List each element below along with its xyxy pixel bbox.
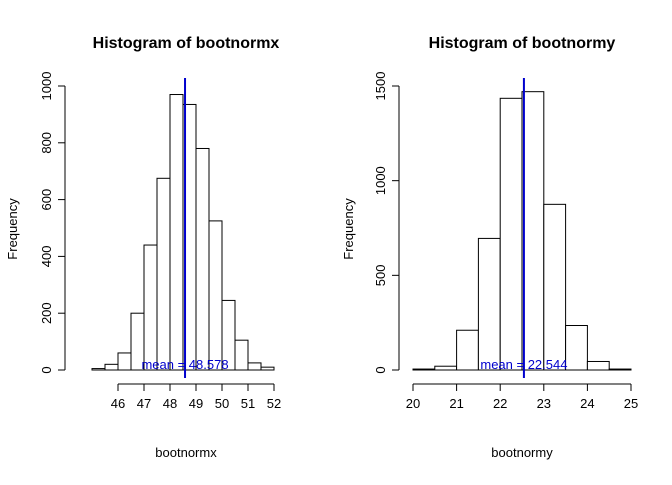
chart-title: Histogram of bootnormx xyxy=(93,35,280,52)
histogram-bar xyxy=(521,91,545,371)
x-tick-label: 25 xyxy=(624,396,638,411)
y-tick-label: 1000 xyxy=(373,166,388,195)
histogram-bar xyxy=(456,329,479,371)
x-axis-label: bootnormy xyxy=(491,445,553,460)
mean-label: mean = 48.578 xyxy=(141,357,228,372)
x-tick-label: 20 xyxy=(406,396,420,411)
y-tick-label: 200 xyxy=(39,302,54,324)
x-tick-label: 51 xyxy=(241,396,255,411)
x-tick-label: 48 xyxy=(163,396,177,411)
y-tick-label: 0 xyxy=(39,366,54,373)
histogram-bar xyxy=(247,362,262,371)
y-tick-label: 1000 xyxy=(39,72,54,101)
histogram-bar xyxy=(477,237,501,371)
x-tick-label: 22 xyxy=(493,396,507,411)
panel-bootnormy: Histogram of bootnormy bootnormy Frequen… xyxy=(341,35,638,460)
histogram-bar xyxy=(221,299,236,371)
histogram-bar xyxy=(499,97,523,371)
x-tick-label: 24 xyxy=(580,396,594,411)
histogram-bars xyxy=(412,91,632,371)
x-tick-label: 47 xyxy=(137,396,151,411)
mean-label: mean = 22.544 xyxy=(480,357,567,372)
histogram-bar xyxy=(234,339,249,371)
x-tick-label: 52 xyxy=(267,396,281,411)
histogram-bar xyxy=(208,220,223,371)
histogram-bar xyxy=(565,325,588,371)
y-axis-label: Frequency xyxy=(5,198,20,260)
histogram-bar xyxy=(104,363,119,371)
x-axis-label: bootnormx xyxy=(155,445,217,460)
histogram-bar xyxy=(586,360,610,371)
y-tick-label: 400 xyxy=(39,246,54,268)
x-tick-label: 23 xyxy=(537,396,551,411)
histogram-bar xyxy=(195,147,210,371)
histogram-bar xyxy=(117,352,132,371)
x-tick-label: 50 xyxy=(215,396,229,411)
panel-bootnormx: Histogram of bootnormx bootnormx Frequen… xyxy=(5,35,281,460)
histogram-bar xyxy=(169,94,184,371)
histogram-bar xyxy=(412,368,436,371)
histogram-bar xyxy=(543,203,567,371)
histogram-bars xyxy=(91,94,275,371)
x-tick-label: 49 xyxy=(189,396,203,411)
y-tick-label: 1500 xyxy=(373,72,388,101)
y-tick-label: 800 xyxy=(39,132,54,154)
y-tick-label: 600 xyxy=(39,189,54,211)
histogram-bar xyxy=(434,365,458,371)
y-tick-label: 500 xyxy=(373,264,388,286)
x-tick-label: 21 xyxy=(449,396,463,411)
histogram-bar xyxy=(91,368,106,371)
x-tick-label: 46 xyxy=(111,396,125,411)
histogram-bar xyxy=(156,177,171,371)
histogram-bar xyxy=(143,244,158,371)
y-tick-label: 0 xyxy=(373,366,388,373)
chart-title: Histogram of bootnormy xyxy=(429,35,616,52)
histogram-bar xyxy=(260,366,275,371)
histogram-bar xyxy=(608,368,632,371)
y-axis-label: Frequency xyxy=(341,198,356,260)
